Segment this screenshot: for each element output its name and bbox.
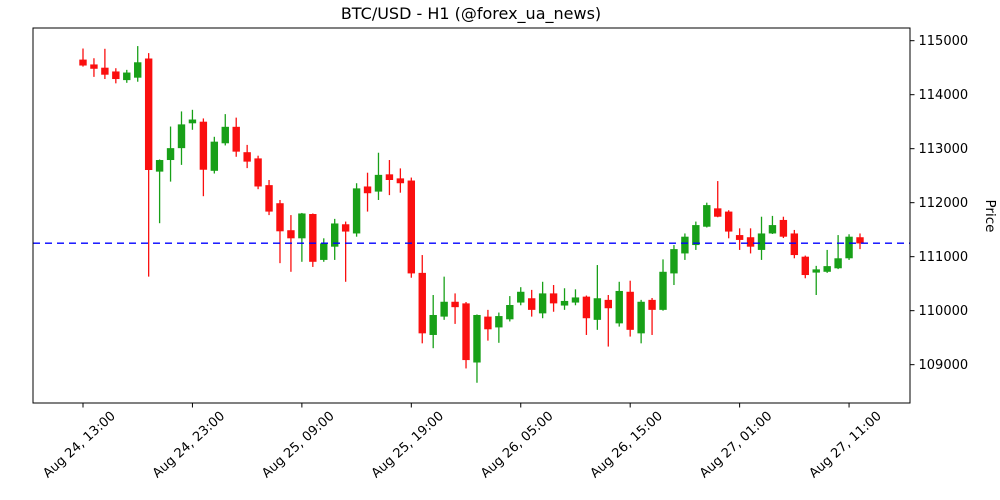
candle-up [473,314,481,363]
candle-up [834,258,842,269]
candle-up [495,316,503,328]
x-tick-label: Aug 25, 19:00 [369,409,447,482]
candle-down [243,152,251,162]
candle-up [692,225,700,246]
candle-up [210,141,219,171]
candle-down [484,316,492,330]
candle-down [341,224,350,232]
candle-down [407,180,416,274]
candle-up [637,301,645,334]
candle-up [670,249,678,274]
candle-down [396,178,405,184]
candle-up [134,62,142,78]
axes-frame [32,27,911,404]
candle-up [517,291,525,303]
candle-up [440,301,448,317]
candle-up [560,300,569,306]
candle-down [254,158,262,187]
candle-down [101,67,109,75]
candle-down [309,214,317,262]
x-tick-label: Aug 24, 13:00 [40,409,118,482]
x-tick-label: Aug 26, 15:00 [588,409,666,482]
candle-up [615,290,623,324]
candle-up [768,225,777,234]
candle-down [549,293,558,304]
x-tick-label: Aug 26, 05:00 [478,409,556,482]
candle-down [112,71,120,80]
candle-up [331,223,339,247]
x-tick-label: Aug 27, 01:00 [697,409,775,482]
candle-down [648,299,656,310]
candle-down [746,237,755,247]
y-axis: 109000 110000 111000 112000 113000 114000 1150… [910,34,968,373]
candle-down [363,186,372,194]
y-tick-label: 112000 [919,196,969,211]
candle-down [527,298,536,310]
y-tick-label: 113000 [919,142,969,157]
candle-up [123,72,131,81]
candle-down [626,291,634,330]
candle-up [298,213,306,239]
y-tick-label: 114000 [919,88,969,103]
candle-up [221,126,229,144]
candle-down [451,301,459,308]
candle-down [199,121,208,170]
price-axis-label: Price [982,200,998,233]
x-tick-label: Aug 25, 09:00 [259,409,337,482]
candle-down [735,235,744,240]
chart-title: BTC/USD - H1 (@forex_ua_news) [341,4,601,24]
y-tick-label: 111000 [919,250,969,265]
candle-up [812,269,820,273]
candle-up [429,314,437,335]
candle-up [845,236,853,259]
candle-down [714,208,722,217]
candle-down [90,64,98,69]
candles-group [79,46,864,383]
candle-down [604,299,612,309]
candle-up [506,304,514,320]
y-tick-label: 109000 [919,358,969,373]
x-tick-label: Aug 24, 23:00 [150,409,228,482]
candle-up [823,266,831,272]
candle-up [374,174,383,192]
candle-down [462,303,470,361]
candle-up [188,119,197,124]
candle-up [681,236,689,254]
candle-up [703,205,711,227]
y-tick-label: 115000 [919,34,969,49]
x-tick-label: Aug 27, 11:00 [806,409,884,482]
candle-up [177,124,186,149]
candle-down [144,58,153,171]
candle-up [320,243,328,260]
candle-up [571,297,580,303]
candle-down [276,203,284,232]
candle-up [352,188,361,234]
candle-down [724,211,733,232]
candle-down [582,296,591,319]
candle-down [856,237,864,244]
candle-up [757,233,766,250]
candle-down [79,59,87,66]
candle-down [801,256,809,276]
candle-down [232,126,240,152]
candle-up [593,298,602,320]
y-tick-label: 110000 [919,304,969,319]
candle-down [265,185,273,212]
candle-up [166,148,175,161]
candle-down [385,174,394,180]
candle-down [287,230,295,239]
candle-down [418,272,426,334]
candle-up [538,293,547,314]
candle-down [790,233,799,256]
candle-up [659,271,667,310]
candle-down [779,219,788,237]
x-axis: Aug 24, 13:00 Aug 24, 23:00 Aug 25, 09:00 A… [40,403,885,482]
candle-up [155,160,164,172]
plot-area: 109000 110000 111000 112000 113000 114000 1150… [32,27,968,482]
